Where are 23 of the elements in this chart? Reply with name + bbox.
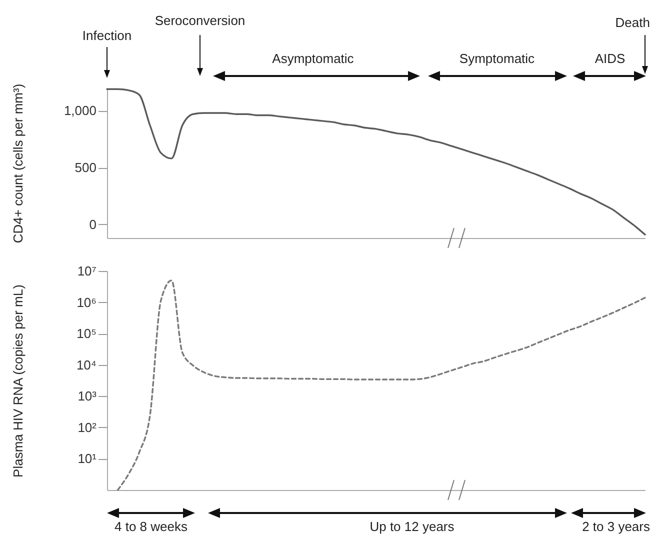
y-tick-label: 10⁶ [76,294,96,310]
y-tick-label: 0 [89,216,96,232]
y-tick-label: 10² [78,420,98,435]
y-tick-label: 10⁴ [76,357,96,372]
text: Symptomatic [459,51,536,66]
line-series [106,88,646,236]
text: Asymptomatic [272,51,354,66]
y-axis-title: CD4+ count (cells per mm³) [10,84,26,244]
y-tick-label: 10⁷ [77,264,97,278]
y-tick-label: 10¹ [78,451,98,466]
y-tick-label: 10⁵ [76,326,96,342]
text: Up to 12 years [370,519,455,534]
y-tick-label: 1,000 [64,103,96,118]
text: AIDS [594,51,626,66]
y-tick-label: 500 [74,160,96,176]
text: Seroconversion [154,13,246,28]
text: 2 to 3 years [582,519,650,534]
y-tick-label: 10³ [78,388,98,404]
text: Infection [82,28,132,43]
text: Death [615,15,650,30]
y-axis-title: Plasma HIV RNA (copies per mL) [10,284,26,478]
text: 4 to 8 weeks [114,519,188,534]
line-series [116,280,646,491]
